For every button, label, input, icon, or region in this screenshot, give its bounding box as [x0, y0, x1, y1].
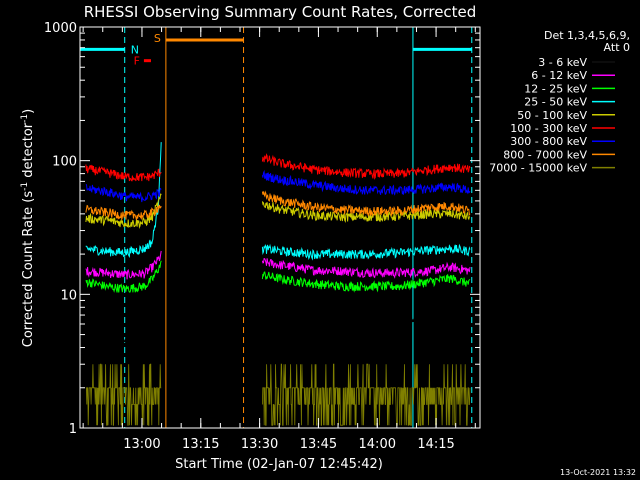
series-line: [261, 190, 471, 217]
y-tick-label: 100: [52, 155, 77, 170]
flag-label: F: [134, 55, 140, 68]
legend-entry-label: 6 - 12 keV: [531, 69, 587, 82]
x-tick-label: 13:30: [241, 437, 278, 452]
series-line: [262, 363, 471, 426]
x-axis-label: Start Time (02-Jan-07 12:45:42): [175, 457, 383, 472]
legend-entry-label: 800 - 7000 keV: [503, 148, 587, 161]
flag-label: N: [131, 43, 139, 56]
series-line: [85, 164, 162, 182]
legend-header-attenuator: Att 0: [604, 41, 630, 54]
series-line: [85, 260, 162, 293]
series-line: [261, 169, 471, 196]
series-line: [85, 184, 162, 203]
legend-entry-label: 25 - 50 keV: [524, 96, 587, 109]
x-axis: 13:00 13:15 13:30 13:45 14:00 14:15: [82, 27, 476, 452]
series-line: [85, 142, 162, 258]
series-line: [85, 204, 162, 221]
legend-entry-label: 300 - 800 keV: [510, 135, 587, 148]
series-line: [261, 258, 471, 279]
legend-entry-label: 100 - 300 keV: [510, 122, 587, 135]
series-line: [261, 243, 471, 261]
x-tick-label: 14:00: [359, 437, 396, 452]
y-tick-label: 10: [60, 288, 77, 303]
x-tick-label: 13:00: [123, 437, 160, 452]
y-axis-label: Corrected Count Rate (s-1 detector-1): [20, 109, 36, 347]
footer-timestamp: 13-Oct-2021 13:32: [560, 468, 636, 477]
x-tick-label: 13:45: [300, 437, 337, 452]
flag-label: S: [154, 32, 161, 45]
plot-area: NF S: [79, 27, 473, 428]
series-line: [261, 153, 471, 180]
series-line: [261, 271, 471, 293]
legend-entry-label: 3 - 6 keV: [538, 56, 587, 69]
series-line: [85, 363, 162, 426]
legend-entry-label: 7000 - 15000 keV: [489, 162, 587, 175]
series-line: [85, 288, 162, 346]
x-tick-label: 14:15: [417, 437, 454, 452]
x-tick-label: 13:15: [182, 437, 219, 452]
series-line: [85, 250, 162, 280]
series-line: [261, 290, 471, 326]
y-tick-label: 1000: [44, 21, 77, 36]
plot-frame: [79, 26, 481, 429]
legend-header-detectors: Det 1,3,4,5,6,9,: [544, 29, 630, 42]
series-line: [261, 201, 471, 223]
legend-entry-label: 50 - 100 keV: [517, 109, 587, 122]
y-axis: 1 10 100 1000: [44, 21, 480, 437]
y-tick-label: 1: [69, 422, 77, 437]
legend-entry-label: 12 - 25 keV: [524, 82, 587, 95]
chart-title: RHESSI Observing Summary Count Rates, Co…: [84, 3, 477, 21]
